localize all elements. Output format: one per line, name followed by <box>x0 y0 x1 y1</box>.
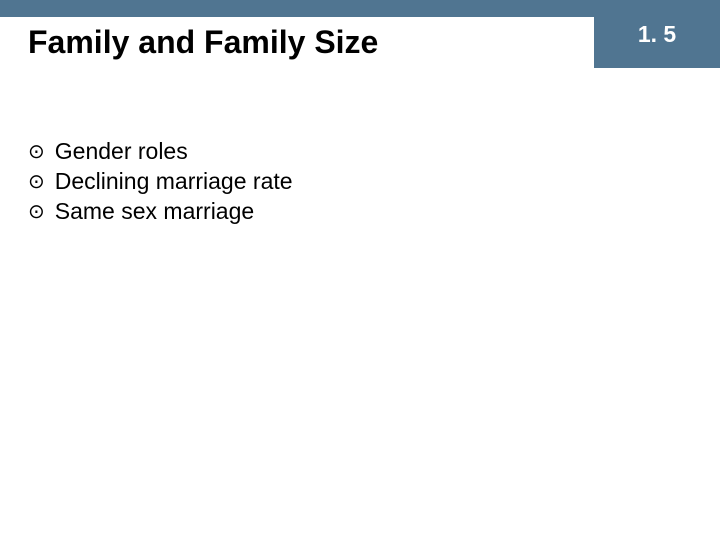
bullet-icon: ⊙ <box>28 202 45 222</box>
list-item-text: Gender roles <box>55 138 188 165</box>
bullet-icon: ⊙ <box>28 172 45 192</box>
list-item: ⊙ Same sex marriage <box>28 198 293 225</box>
slide-number-text: 1. 5 <box>638 21 676 48</box>
slide-title: Family and Family Size <box>28 24 378 61</box>
bullet-list: ⊙ Gender roles ⊙ Declining marriage rate… <box>28 138 293 228</box>
slide-number-badge: 1. 5 <box>594 0 720 68</box>
bullet-icon: ⊙ <box>28 142 45 162</box>
list-item-text: Declining marriage rate <box>55 168 293 195</box>
list-item: ⊙ Gender roles <box>28 138 293 165</box>
list-item-text: Same sex marriage <box>55 198 254 225</box>
list-item: ⊙ Declining marriage rate <box>28 168 293 195</box>
